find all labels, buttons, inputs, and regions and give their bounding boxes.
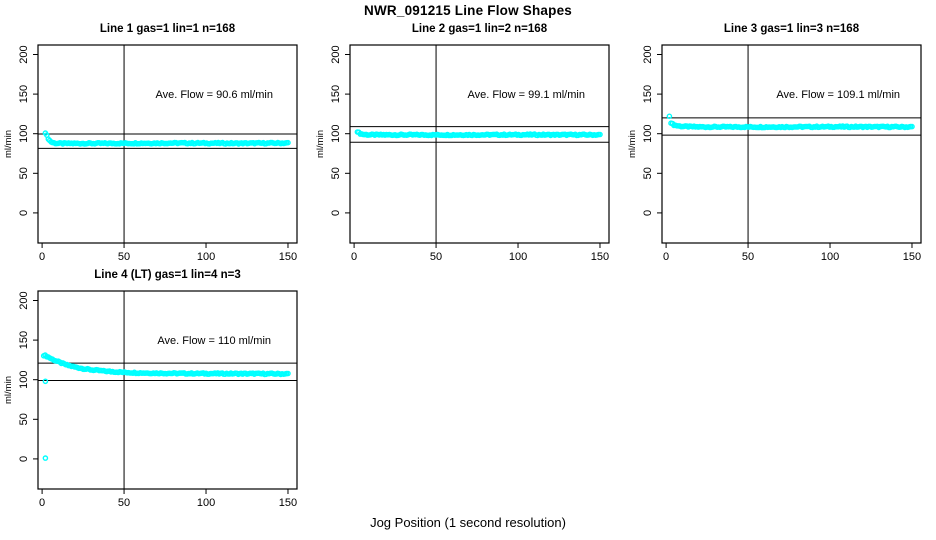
y-tick-label: 100 <box>18 125 30 143</box>
x-axis-label: Jog Position (1 second resolution) <box>370 515 566 530</box>
panel-plot: 0 50 100 150 0 50 100 150 200 ml/min Ave. Flow = 9… <box>3 44 298 263</box>
ave-flow-annotation: Ave. Flow = 90.6 ml/min <box>155 89 272 101</box>
y-tick-label: 0 <box>642 210 654 216</box>
y-tick-label: 200 <box>18 45 30 63</box>
panel-title: Line 3 gas=1 lin=3 n=168 <box>723 23 860 35</box>
y-tick-label: 200 <box>642 45 654 63</box>
x-tick-label: 100 <box>509 251 527 263</box>
x-tick-label: 50 <box>118 251 130 263</box>
plot-box <box>349 44 610 244</box>
data-point <box>909 123 915 130</box>
panel-line-4: Line 4 (LT) gas=1 lin=4 n=3 0 50 100 150 0 50… <box>0 266 312 512</box>
panel-plot: 0 50 100 150 0 50 100 150 200 ml/min Ave. Flow = 1… <box>3 290 298 509</box>
y-axis-unit-label: ml/min <box>3 376 14 404</box>
x-tick-label: 150 <box>591 251 609 263</box>
y-tick-label: 50 <box>18 167 30 179</box>
x-tick-label: 0 <box>39 497 45 509</box>
panel-line-1: Line 1 gas=1 lin=1 n=168 0 50 100 150 0 50 100… <box>0 20 312 266</box>
plot-box <box>661 44 922 244</box>
y-tick-label: 0 <box>18 456 30 462</box>
ave-flow-annotation: Ave. Flow = 110 ml/min <box>157 335 271 347</box>
x-tick-label: 0 <box>663 251 669 263</box>
x-tick-label: 150 <box>903 251 921 263</box>
data-point <box>597 131 603 138</box>
x-tick-label: 50 <box>430 251 442 263</box>
y-tick-label: 150 <box>18 85 30 103</box>
data-point <box>285 139 291 146</box>
y-tick-label: 150 <box>330 85 342 103</box>
ave-flow-annotation: Ave. Flow = 109.1 ml/min <box>776 89 900 101</box>
y-tick-label: 50 <box>18 413 30 425</box>
x-tick-label: 100 <box>197 251 215 263</box>
y-tick-label: 100 <box>642 125 654 143</box>
x-tick-label: 50 <box>742 251 754 263</box>
data-point <box>285 370 291 377</box>
panel-plot: 0 50 100 150 0 50 100 150 200 ml/min Ave. Flow = 1… <box>627 44 922 263</box>
ave-flow-annotation: Ave. Flow = 99.1 ml/min <box>467 89 584 101</box>
plot-box <box>37 290 298 490</box>
panel-line-2: Line 2 gas=1 lin=2 n=168 0 50 100 150 0 50 100… <box>312 20 624 266</box>
figure-title: NWR_091215 Line Flow Shapes <box>364 3 572 18</box>
y-axis-unit-label: ml/min <box>627 130 638 158</box>
y-tick-label: 150 <box>18 331 30 349</box>
panel-line-3: Line 3 gas=1 lin=3 n=168 0 50 100 150 0 50 100… <box>624 20 936 266</box>
x-tick-label: 100 <box>197 497 215 509</box>
panel-title: Line 4 (LT) gas=1 lin=4 n=3 <box>94 269 241 281</box>
y-axis-unit-label: ml/min <box>3 130 14 158</box>
y-tick-label: 100 <box>330 125 342 143</box>
x-tick-label: 50 <box>118 497 130 509</box>
y-axis-unit-label: ml/min <box>315 130 326 158</box>
y-tick-label: 0 <box>330 210 342 216</box>
y-tick-label: 50 <box>330 167 342 179</box>
outlier-point <box>42 455 49 461</box>
y-tick-label: 0 <box>18 210 30 216</box>
outlier-point <box>666 113 673 120</box>
panel-plot: 0 50 100 150 0 50 100 150 200 ml/min Ave. Flow = 9… <box>315 44 610 263</box>
panel-title: Line 2 gas=1 lin=2 n=168 <box>411 23 548 35</box>
y-tick-label: 200 <box>18 291 30 309</box>
y-tick-label: 50 <box>642 167 654 179</box>
x-tick-label: 150 <box>279 251 297 263</box>
outlier-point <box>42 378 49 385</box>
panel-title: Line 1 gas=1 lin=1 n=168 <box>99 23 236 35</box>
x-tick-label: 100 <box>821 251 839 263</box>
x-tick-label: 0 <box>351 251 357 263</box>
y-tick-label: 200 <box>330 45 342 63</box>
x-tick-label: 150 <box>279 497 297 509</box>
plot-box <box>37 44 298 244</box>
y-tick-label: 100 <box>18 371 30 389</box>
y-tick-label: 150 <box>642 85 654 103</box>
x-tick-label: 0 <box>39 251 45 263</box>
